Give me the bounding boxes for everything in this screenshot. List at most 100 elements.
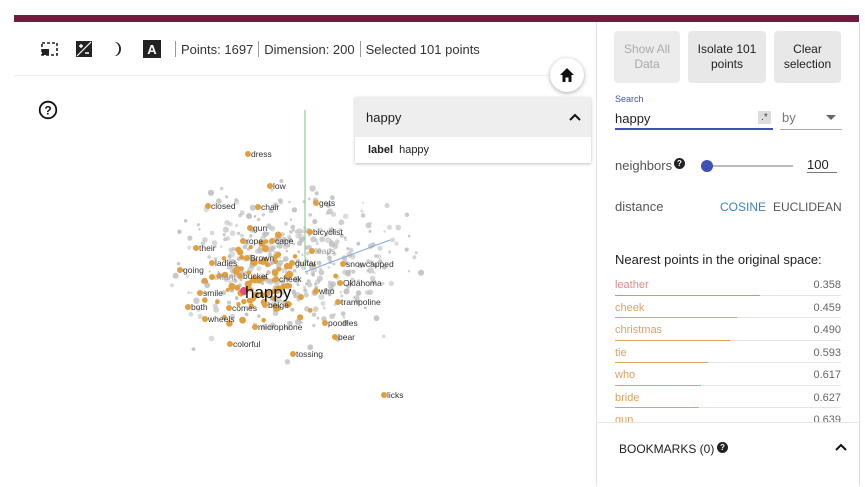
data-point: [296, 283, 300, 287]
data-point: [314, 239, 319, 243]
clear-selection-button[interactable]: Clear selection: [774, 31, 841, 83]
selected-count: Selected 101 points: [365, 41, 480, 57]
data-point: [213, 306, 220, 313]
data-point: [261, 324, 267, 330]
neighbor-point: [258, 240, 266, 247]
point-label: guitar: [295, 258, 316, 268]
nearest-point-row[interactable]: gun 0.639: [615, 411, 841, 422]
data-point: [262, 231, 269, 238]
help-button[interactable]: ?: [38, 100, 58, 120]
data-point: [246, 213, 252, 220]
labeled-point: [332, 334, 338, 340]
data-point: [339, 233, 344, 238]
nearest-point-row[interactable]: tie 0.593: [615, 344, 841, 367]
point-label: beige: [268, 300, 289, 310]
neighbors-slider-track[interactable]: [701, 165, 793, 167]
nearest-point-word: who: [615, 369, 636, 381]
data-point: [360, 213, 366, 218]
data-point: [280, 290, 285, 295]
chevron-up-icon[interactable]: [835, 443, 847, 451]
search-by-select[interactable]: by: [782, 110, 796, 125]
bookmarks-label[interactable]: BOOKMARKS (0): [619, 442, 715, 456]
nearest-point-row[interactable]: leather 0.358: [615, 276, 841, 299]
data-point: [382, 264, 387, 270]
dropdown-result-item[interactable]: label happy: [355, 137, 591, 163]
data-point: [342, 213, 349, 220]
neighbor-point: [263, 245, 269, 251]
data-point: [228, 258, 233, 263]
neighbor-point: [263, 239, 269, 245]
nearest-point-row[interactable]: christmas 0.490: [615, 321, 841, 344]
labeled-point: [289, 260, 295, 266]
moon-icon[interactable]: [108, 39, 128, 59]
data-point: [361, 201, 365, 204]
data-point: [327, 266, 331, 269]
neighbor-point: [275, 285, 283, 293]
point-label: low: [273, 181, 287, 191]
search-by-underline: [780, 129, 842, 130]
data-point: [310, 236, 317, 243]
search-input[interactable]: [615, 108, 773, 130]
data-point: [286, 243, 291, 248]
data-point: [303, 288, 308, 293]
night-mode-icon[interactable]: [74, 39, 94, 59]
selection-box-icon[interactable]: [40, 39, 60, 59]
chevron-down-icon[interactable]: [826, 115, 836, 120]
dropdown-header[interactable]: happy: [355, 97, 591, 137]
data-point: [407, 270, 411, 273]
neighbors-slider-thumb[interactable]: [701, 160, 713, 172]
labeled-point: [290, 351, 296, 357]
cosine-toggle[interactable]: COSINE: [720, 200, 767, 214]
data-point: [197, 313, 203, 320]
data-point: [292, 242, 296, 246]
isolate-points-button[interactable]: Isolate 101 points: [688, 31, 766, 83]
labeled-point: [240, 238, 246, 244]
dropdown-query: happy: [366, 109, 402, 125]
data-point: [269, 208, 274, 214]
window-edge: [859, 22, 865, 486]
nearest-point-row[interactable]: who 0.617: [615, 366, 841, 389]
data-point: [226, 264, 232, 270]
neighbors-value-input[interactable]: 100: [807, 157, 837, 173]
labeled-point: [262, 302, 268, 308]
data-point: [177, 229, 182, 235]
data-point: [354, 294, 360, 301]
data-point: [383, 230, 386, 233]
data-point: [297, 250, 301, 254]
data-point: [339, 228, 342, 231]
nearest-point-row[interactable]: cheek 0.459: [615, 299, 841, 322]
neighbor-point: [284, 282, 291, 289]
data-point: [412, 255, 417, 260]
regex-toggle[interactable]: .*: [758, 111, 771, 124]
data-point: [388, 280, 395, 287]
home-button[interactable]: [550, 58, 584, 92]
neighbor-point: [272, 258, 279, 265]
neighbor-point: [284, 300, 292, 308]
svg-text:A: A: [147, 42, 157, 57]
nearest-point-word: gun: [615, 414, 634, 422]
data-point: [270, 260, 274, 264]
data-point: [240, 233, 244, 238]
data-point: [301, 253, 304, 257]
neighbor-point: [261, 275, 268, 281]
show-all-data-button[interactable]: Show All Data: [614, 31, 680, 83]
neighbors-help-icon[interactable]: ?: [674, 158, 685, 169]
data-point: [330, 195, 335, 201]
data-point: [207, 255, 211, 259]
bookmarks-help-icon[interactable]: ?: [717, 442, 728, 453]
point-labels: dress low closed chair gets gun bicyclist rope c…: [177, 149, 404, 400]
chevron-up-icon[interactable]: [569, 113, 581, 121]
data-point: [291, 289, 297, 295]
data-point: [285, 249, 289, 253]
neighbor-point: [225, 287, 230, 292]
distance-bar: [615, 339, 731, 341]
distance-bar: [615, 362, 708, 363]
data-point: [196, 307, 201, 313]
nearest-point-row[interactable]: bride 0.627: [615, 389, 841, 412]
embedding-scatter-plot[interactable]: dress low closed chair gets gun bicyclist rope c…: [0, 80, 590, 460]
euclidean-toggle[interactable]: EUCLIDEAN: [773, 200, 842, 214]
data-point: [312, 323, 316, 328]
label-a-icon[interactable]: A: [142, 39, 162, 59]
point-label: colorful: [233, 339, 261, 349]
data-point: [322, 306, 326, 310]
